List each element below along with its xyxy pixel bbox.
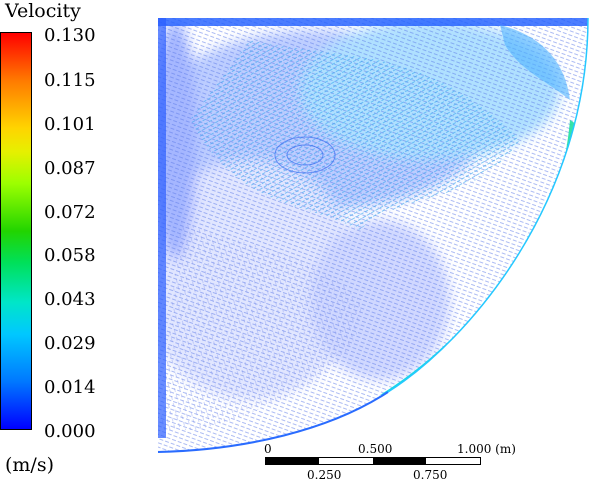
scale-label-0250: 0.250 — [307, 468, 342, 482]
scale-label-1000: 1.000 (m) — [457, 442, 516, 456]
legend-tick: 0.014 — [44, 377, 96, 398]
legend-title: Velocity — [5, 0, 81, 22]
legend-tick: 0.058 — [44, 245, 96, 266]
scale-label-0: 0 — [264, 442, 272, 456]
scale-bar — [265, 457, 481, 465]
legend-tick: 0.101 — [44, 114, 96, 135]
legend-units: (m/s) — [5, 454, 54, 476]
legend-tick: 0.130 — [44, 25, 96, 46]
legend-tick: 0.043 — [44, 289, 96, 310]
scale-label-0500: 0.500 — [358, 442, 393, 456]
legend-tick: 0.000 — [44, 421, 96, 442]
scale-label-0750: 0.750 — [413, 468, 448, 482]
velocity-vector-field — [157, 17, 589, 453]
legend-tick: 0.115 — [44, 70, 96, 91]
colorbar — [0, 32, 32, 430]
legend-tick: 0.029 — [44, 333, 96, 354]
legend-tick: 0.072 — [44, 202, 96, 223]
legend-tick: 0.087 — [44, 158, 96, 179]
